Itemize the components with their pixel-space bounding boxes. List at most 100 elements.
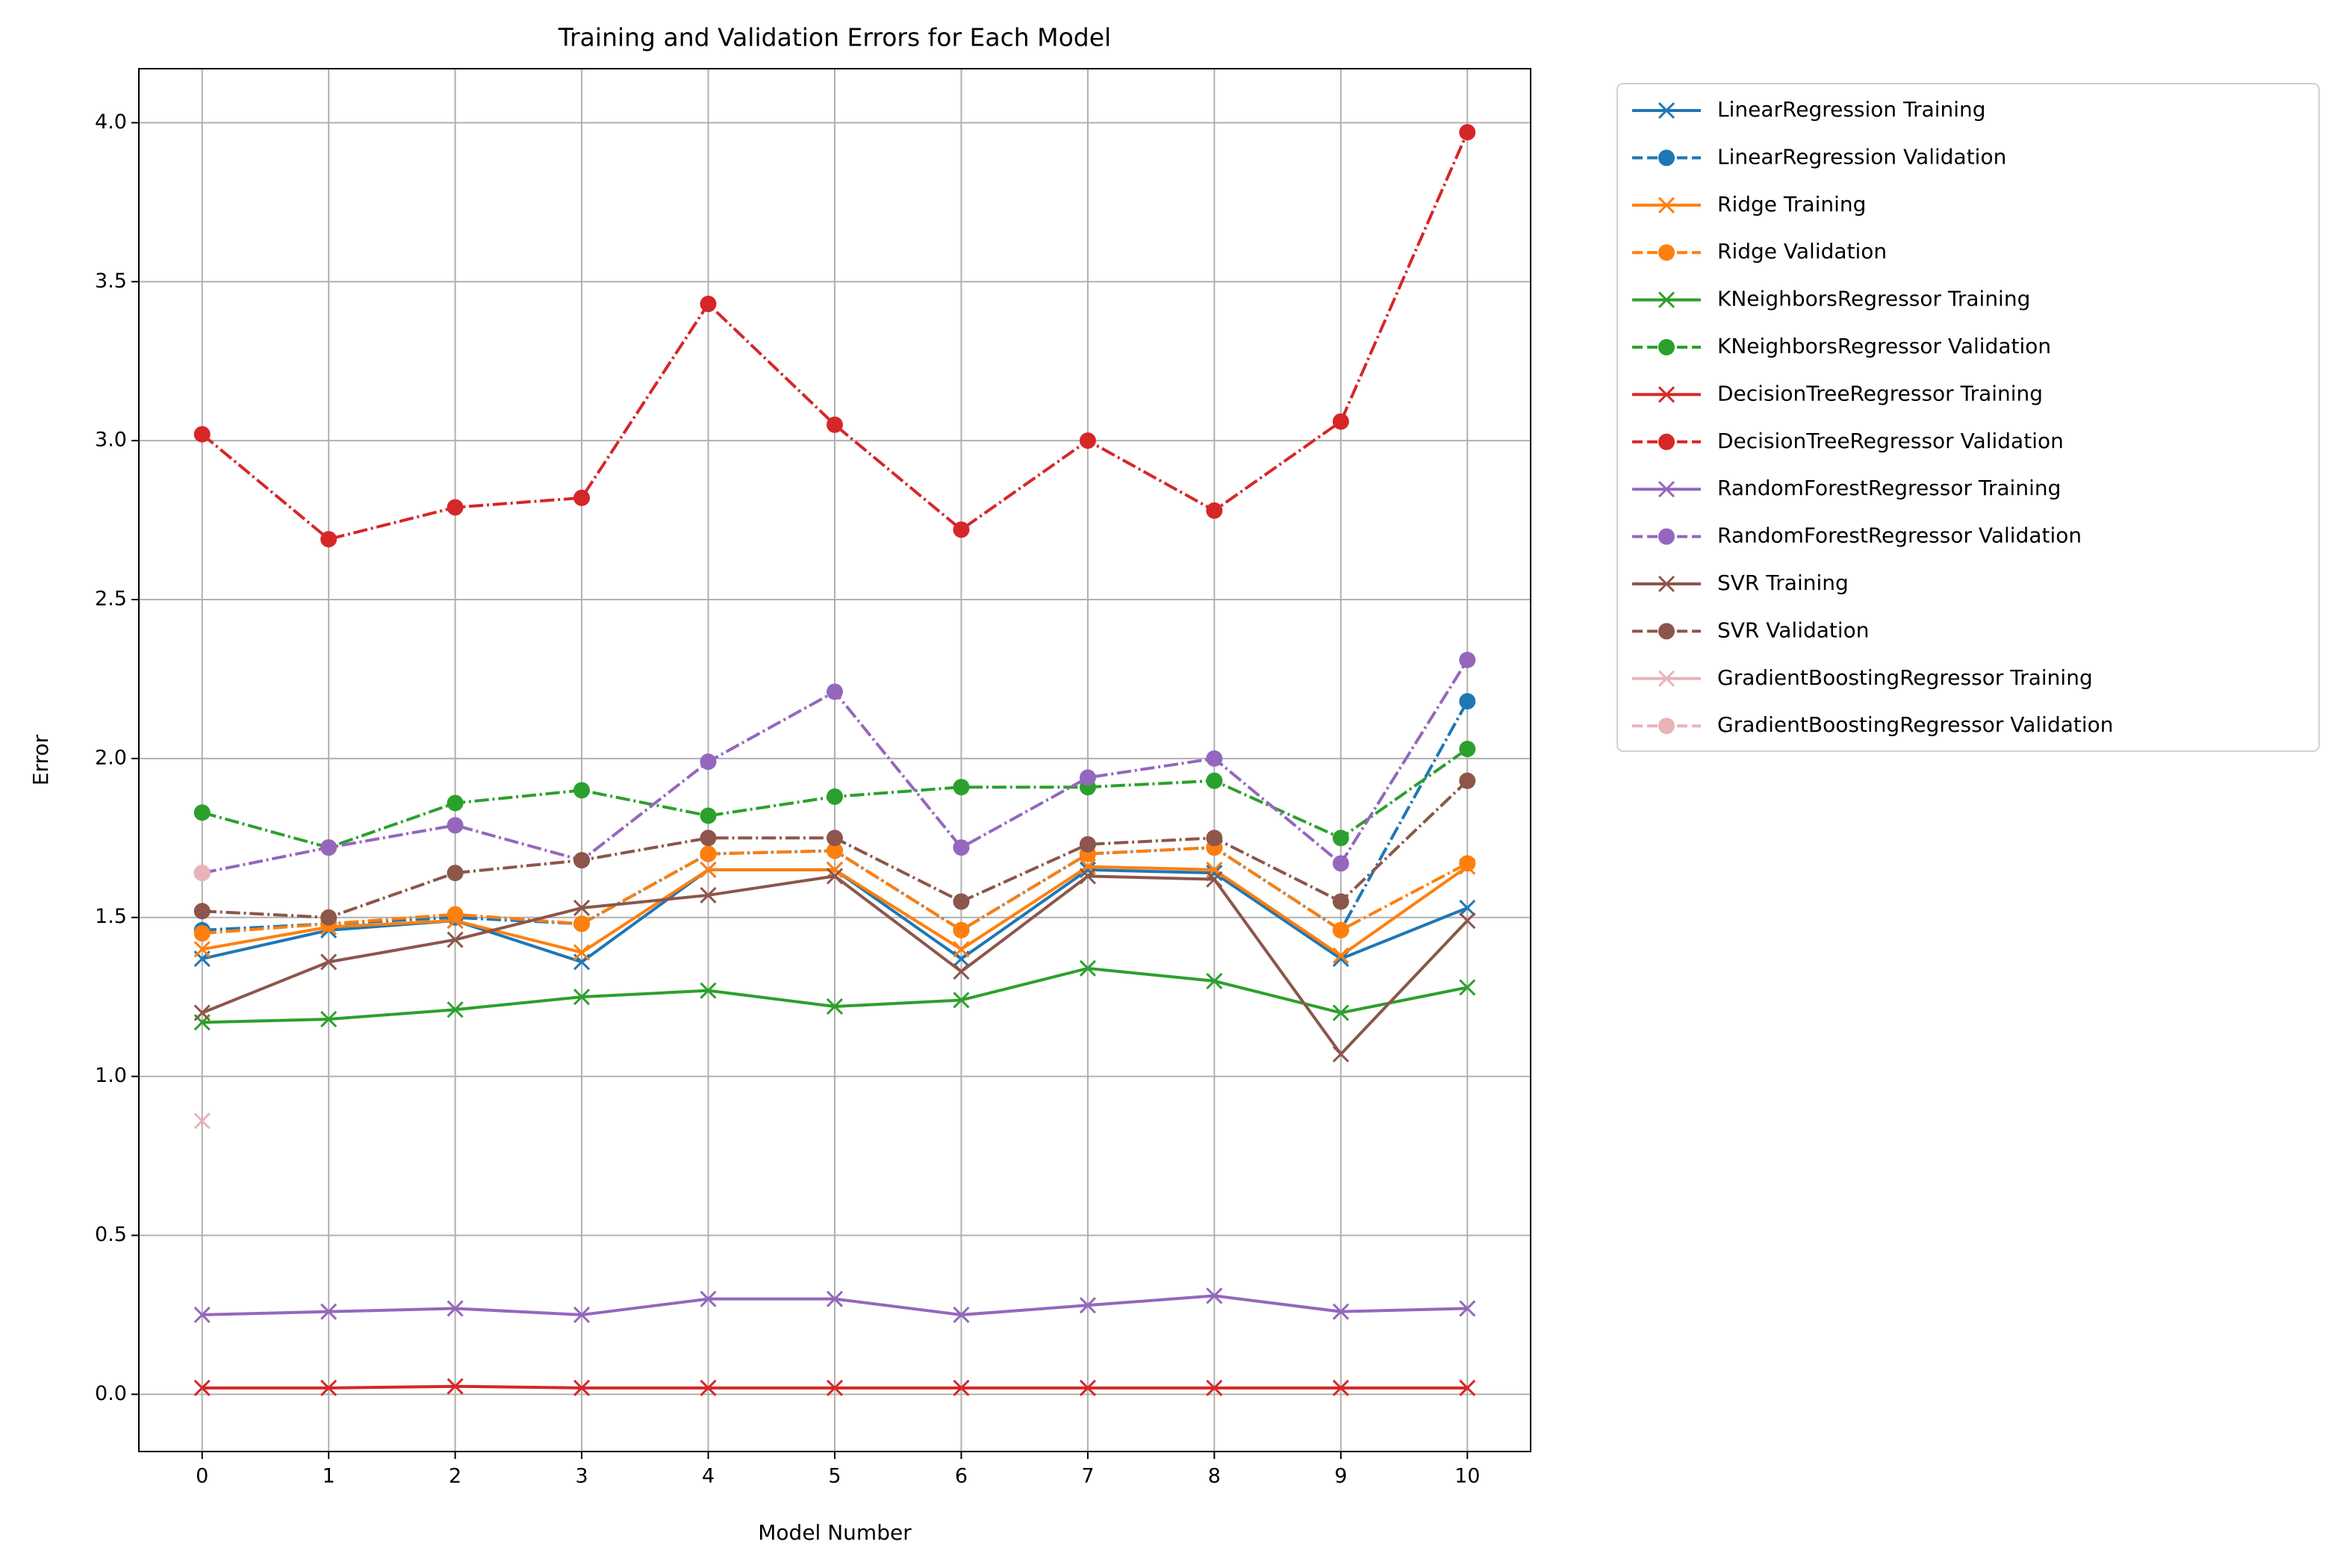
point — [1206, 1379, 1223, 1396]
legend-label: Ridge Training — [1717, 192, 1866, 217]
point — [1459, 979, 1476, 996]
legend-marker — [1658, 433, 1675, 450]
legend-marker-shape — [1658, 244, 1675, 261]
point — [700, 886, 717, 904]
legend-marker-shape — [1658, 528, 1675, 545]
point — [1332, 830, 1349, 847]
point — [827, 842, 843, 859]
point — [826, 998, 844, 1015]
point — [826, 861, 844, 878]
legend-label: GradientBoostingRegressor Training — [1717, 665, 2093, 690]
point — [1206, 1287, 1223, 1304]
point — [1079, 432, 1096, 449]
series — [193, 124, 1476, 548]
legend-marker — [1658, 339, 1675, 355]
point — [1459, 772, 1476, 789]
y-tick-label: 2.0 — [95, 746, 127, 769]
y-tick-label: 1.0 — [95, 1064, 127, 1087]
legend-marker — [1658, 575, 1675, 593]
legend-marker — [1658, 196, 1675, 214]
legend-marker-shape — [1658, 433, 1675, 450]
point — [1459, 693, 1476, 710]
point — [700, 830, 717, 847]
series — [193, 959, 1476, 1031]
point — [1332, 413, 1349, 430]
point — [193, 865, 211, 882]
series — [193, 868, 1476, 1063]
x-tick-label: 2 — [449, 1465, 461, 1488]
point — [827, 830, 843, 847]
point — [953, 963, 970, 980]
legend-marker — [1658, 528, 1675, 545]
point — [446, 906, 464, 923]
point — [1079, 1297, 1096, 1314]
point — [1459, 912, 1476, 930]
legend-label: Ridge Validation — [1717, 239, 1887, 264]
point — [953, 779, 970, 796]
point — [700, 1379, 717, 1396]
point — [826, 1290, 844, 1307]
legend-marker — [1658, 623, 1675, 640]
point — [1206, 830, 1223, 847]
y-tick-label: 0.0 — [95, 1382, 127, 1405]
point — [1459, 124, 1476, 141]
y-tick-label: 4.0 — [95, 111, 127, 134]
x-tick-label: 8 — [1208, 1465, 1221, 1488]
point — [573, 899, 591, 917]
legend-label: RandomForestRegressor Training — [1717, 476, 2061, 500]
legend-marker — [1658, 670, 1675, 687]
point — [827, 788, 843, 805]
point — [953, 839, 970, 856]
point — [1079, 868, 1096, 885]
legend-marker-shape — [1658, 481, 1675, 498]
legend-marker — [1658, 244, 1675, 261]
x-tick-label: 10 — [1454, 1465, 1480, 1488]
x-axis-label: Model Number — [758, 1520, 912, 1545]
legend-marker — [1658, 149, 1675, 167]
point — [700, 1290, 717, 1307]
point — [826, 868, 844, 885]
point — [1459, 741, 1476, 758]
y-tick-label: 3.5 — [95, 270, 127, 293]
point — [320, 1379, 337, 1396]
point — [1332, 893, 1349, 910]
y-tick-label: 0.5 — [95, 1223, 127, 1246]
legend-marker-shape — [1658, 102, 1675, 119]
point — [1206, 972, 1223, 989]
x-tick-label: 9 — [1334, 1465, 1347, 1488]
point — [1079, 959, 1096, 977]
point — [573, 489, 591, 506]
point — [827, 683, 843, 700]
point — [320, 953, 337, 971]
series — [193, 741, 1476, 856]
chart-title: Training and Validation Errors for Each … — [558, 23, 1111, 52]
point — [573, 944, 591, 961]
point — [320, 839, 337, 856]
point — [1332, 1303, 1349, 1320]
legend-label: LinearRegression Training — [1717, 97, 1986, 122]
legend-label: RandomForestRegressor Validation — [1717, 523, 2082, 548]
point — [953, 941, 970, 958]
legend-marker-shape — [1658, 623, 1675, 640]
legend-marker-shape — [1658, 196, 1675, 214]
legend-label: DecisionTreeRegressor Training — [1717, 381, 2043, 405]
series — [193, 1287, 1476, 1323]
legend-label: GradientBoostingRegressor Validation — [1717, 712, 2114, 737]
legend-marker-shape — [1658, 291, 1675, 308]
point — [1332, 1379, 1349, 1396]
point — [573, 852, 591, 869]
point — [700, 807, 717, 824]
point — [320, 531, 337, 548]
series — [193, 772, 1476, 926]
point — [193, 903, 211, 920]
point — [1206, 871, 1223, 888]
legend-marker-shape — [1658, 386, 1675, 403]
point — [446, 865, 464, 882]
series-line — [201, 131, 1469, 541]
legend-marker — [1658, 102, 1675, 119]
plot-frame — [138, 68, 1531, 1452]
point — [1459, 1379, 1476, 1396]
point — [193, 1306, 211, 1323]
point — [193, 1113, 211, 1130]
